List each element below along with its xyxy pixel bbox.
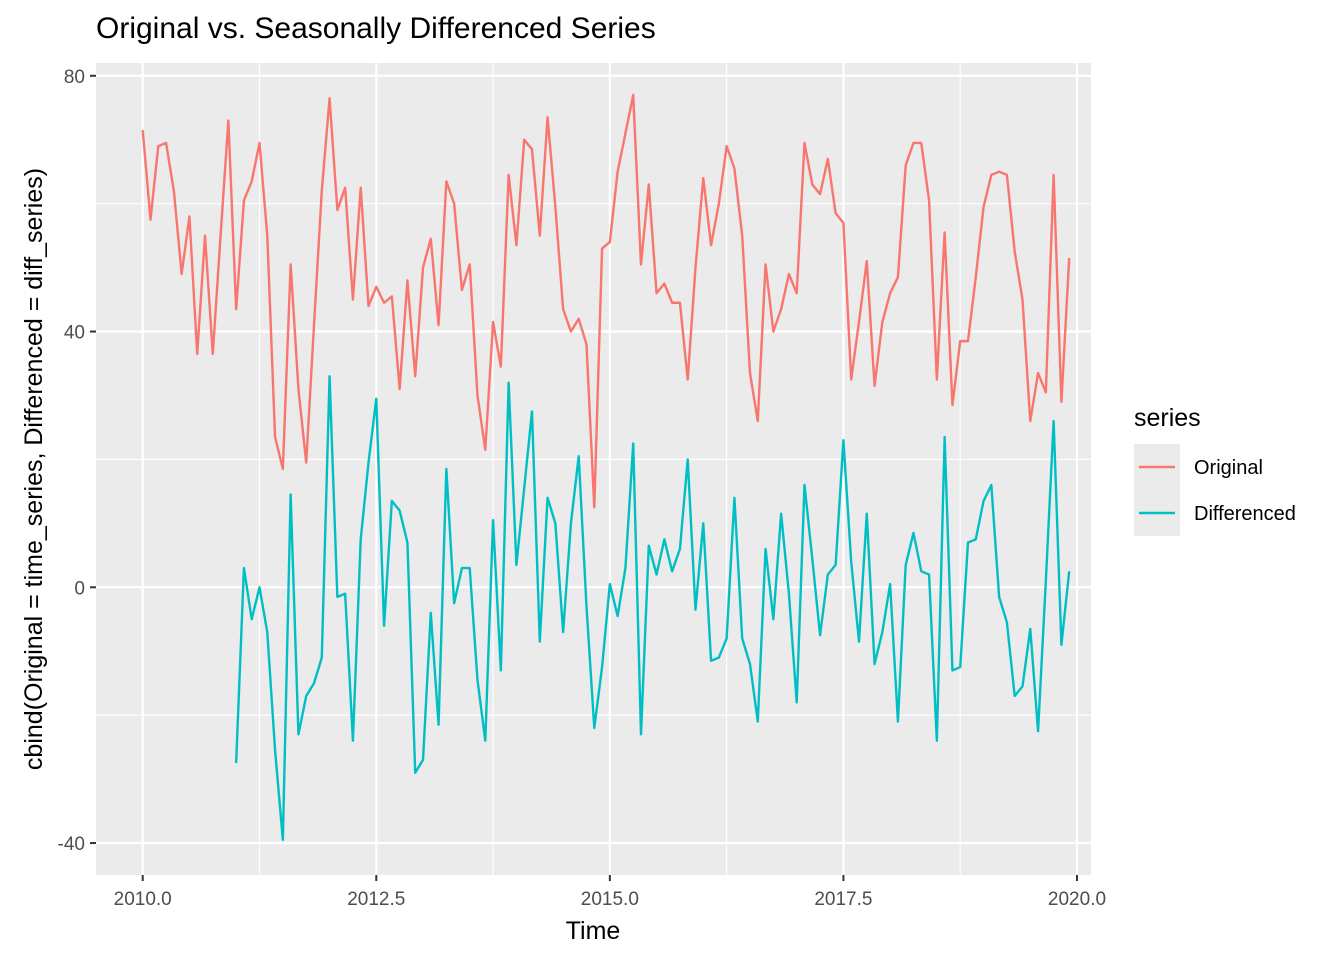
legend-title: series bbox=[1134, 404, 1201, 432]
y-tick-label: -40 bbox=[58, 834, 85, 855]
series-lines bbox=[141, 93, 1071, 842]
major-gridlines bbox=[96, 63, 1091, 875]
x-tick-label: 2015.0 bbox=[581, 889, 639, 910]
x-axis-label: Time bbox=[566, 917, 621, 945]
x-axis: 2010.0 2012.5 2015.0 2017.5 2020.0 bbox=[114, 875, 1106, 910]
y-tick-label: 80 bbox=[64, 67, 85, 88]
legend-label-original: Original bbox=[1194, 457, 1263, 479]
series-line-differenced bbox=[234, 375, 1071, 842]
y-tick-label: 0 bbox=[74, 578, 85, 599]
x-tick-label: 2012.5 bbox=[347, 889, 405, 910]
legend-label-differenced: Differenced bbox=[1194, 503, 1296, 525]
x-tick-label: 2017.5 bbox=[814, 889, 872, 910]
x-tick-label: 2020.0 bbox=[1048, 889, 1106, 910]
minor-gridlines bbox=[96, 63, 1091, 875]
chart-title: Original vs. Seasonally Differenced Seri… bbox=[96, 12, 656, 45]
series-line-original bbox=[141, 93, 1071, 509]
legend: series Original Differenced bbox=[1134, 404, 1296, 536]
y-axis: -40 0 40 80 bbox=[58, 67, 96, 855]
x-tick-label: 2010.0 bbox=[114, 889, 172, 910]
y-axis-label: cbind(Original = time_series, Difference… bbox=[20, 168, 48, 770]
y-tick-label: 40 bbox=[64, 323, 85, 344]
